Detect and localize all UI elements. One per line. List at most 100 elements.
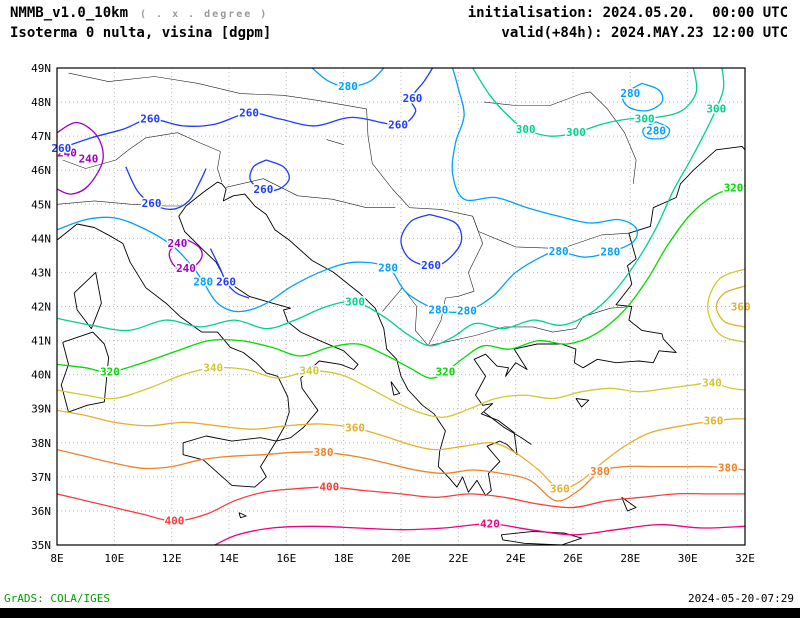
lat-tick-label: 49N [31, 62, 51, 75]
contour-label-280: 280 [457, 304, 477, 317]
lon-tick-label: 12E [162, 552, 182, 565]
coastline-layer [57, 145, 745, 545]
coastline-path [60, 331, 110, 413]
coastline-path [390, 381, 401, 396]
contour-line-300 [472, 68, 698, 137]
border-path [428, 316, 584, 346]
contour-label-320: 320 [100, 365, 120, 378]
lat-tick-label: 40N [31, 369, 51, 382]
contour-label-240: 240 [167, 237, 187, 250]
contour-label-260: 260 [51, 142, 71, 155]
contour-label-260: 260 [253, 183, 273, 196]
contour-line-260 [249, 159, 290, 192]
contour-label-260: 260 [388, 118, 408, 131]
contour-line-360 [715, 285, 745, 328]
axis-label-layer: 49N 48N 47N 46N 45N 44N 43N 42N 41N 40N 39N 38N 37N 3… [31, 62, 755, 565]
coastline-path [57, 145, 745, 497]
contour-label-260: 260 [216, 276, 236, 289]
grads-credit: GrADS: COLA/IGES [4, 592, 110, 605]
model-title: NMMB_v1.0_10km [10, 5, 129, 21]
contour-label-380: 380 [718, 462, 738, 475]
border-path [589, 91, 637, 184]
contour-label-320: 320 [724, 181, 744, 194]
contour-line-340 [707, 268, 745, 343]
contour-line-260 [209, 248, 250, 299]
contour-label-280: 280 [378, 262, 398, 275]
contour-label-280: 280 [338, 80, 358, 93]
map-frame [56, 67, 746, 546]
field-title: Isoterma 0 nulta, visina [dgpm] [10, 25, 272, 41]
lat-tick-label: 35N [31, 539, 51, 552]
lat-tick-label: 44N [31, 232, 51, 245]
lon-tick-label: 20E [391, 552, 411, 565]
lat-tick-label: 47N [31, 130, 51, 143]
plot-area [57, 68, 745, 545]
contour-line-400 [57, 486, 745, 522]
contour-line-320 [57, 184, 745, 379]
coastline-path [73, 271, 102, 330]
resolution-note: ( . x . degree ) [140, 9, 269, 20]
contour-line-260 [57, 68, 434, 151]
contour-line-360 [57, 409, 745, 490]
contour-line-240 [168, 237, 203, 272]
contour-label-380: 380 [590, 465, 610, 478]
coastline-path [182, 435, 277, 488]
lat-tick-label: 38N [31, 437, 51, 450]
border-path [57, 200, 184, 207]
lon-tick-label: 28E [620, 552, 640, 565]
contour-layer [57, 68, 745, 545]
contour-label-280: 280 [428, 303, 448, 316]
border-path [226, 178, 396, 208]
lon-tick-label: 24E [506, 552, 526, 565]
border-path [484, 91, 591, 106]
contour-label-260: 260 [403, 92, 423, 105]
contour-line-340 [57, 366, 745, 418]
contour-label-360: 360 [550, 482, 570, 495]
lon-tick-label: 26E [563, 552, 583, 565]
lon-tick-label: 32E [735, 552, 755, 565]
border-path [427, 216, 483, 346]
lat-tick-label: 46N [31, 164, 51, 177]
contour-label-240: 240 [176, 262, 196, 275]
graticule-layer [57, 68, 745, 545]
lat-tick-label: 36N [31, 505, 51, 518]
contour-label-340: 340 [203, 361, 223, 374]
lat-tick-label: 39N [31, 403, 51, 416]
lat-tick-label: 42N [31, 301, 51, 314]
contour-label-360: 360 [731, 301, 751, 314]
coastline-path [575, 398, 590, 408]
contour-label-380: 380 [314, 446, 334, 459]
border-path [582, 306, 632, 317]
contour-line-300 [57, 68, 725, 347]
lon-tick-label: 8E [50, 552, 63, 565]
creation-timestamp: 2024-05-20-07:29 [688, 592, 794, 605]
contour-line-420 [214, 523, 745, 545]
lat-tick-label: 41N [31, 335, 51, 348]
contour-line-380 [57, 448, 745, 502]
lon-tick-label: 10E [104, 552, 124, 565]
bottom-bar [0, 608, 800, 618]
contour-label-400: 400 [165, 515, 185, 528]
lon-tick-label: 30E [678, 552, 698, 565]
contour-label-300: 300 [706, 102, 726, 115]
contour-label-300: 300 [635, 113, 655, 126]
contour-line-260 [400, 213, 463, 267]
contour-line-280 [311, 68, 385, 88]
contour-label-280: 280 [549, 245, 569, 258]
contour-label-300: 300 [345, 296, 365, 309]
lat-tick-label: 45N [31, 198, 51, 211]
contour-label-280: 280 [193, 276, 213, 289]
contour-label-280: 280 [600, 246, 620, 259]
lon-tick-label: 14E [219, 552, 239, 565]
contour-label-300: 300 [566, 126, 586, 139]
contour-line-260 [125, 166, 207, 211]
contour-label-280: 280 [646, 125, 666, 138]
contour-label-280: 280 [620, 87, 640, 100]
border-layer [57, 72, 637, 346]
contour-label-240: 240 [57, 147, 77, 160]
contour-label-240: 240 [79, 153, 99, 166]
border-path [62, 132, 223, 183]
